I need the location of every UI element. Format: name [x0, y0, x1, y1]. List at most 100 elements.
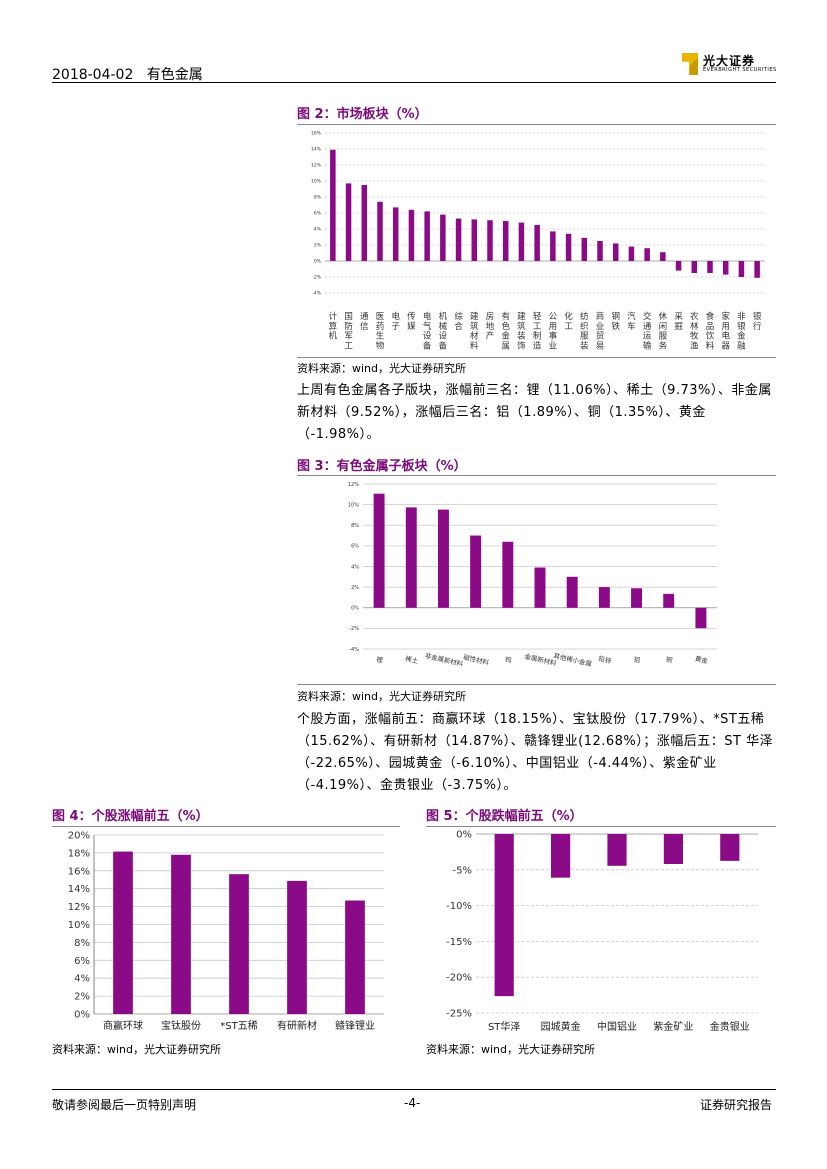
bar — [471, 219, 478, 261]
fig2-chart: -4%-2%0%2%4%6%8%10%12%14%16%计算机国防军工通信医药生… — [311, 131, 765, 351]
paragraph-2: 个股方面，涨幅前五：商赢环球（18.15%）、宝钛股份（17.79%）、*ST五… — [297, 712, 774, 793]
y-tick-label: -4% — [312, 291, 321, 297]
x-tick-label: 备 — [439, 340, 448, 351]
bar — [518, 222, 525, 261]
x-tick-label: 器 — [721, 341, 730, 351]
x-tick-label: 算 — [329, 321, 338, 332]
bar — [502, 221, 509, 261]
x-tick-label: 气 — [423, 321, 432, 332]
x-tick-label: 料 — [706, 340, 715, 351]
fig3-source: 资料来源：wind，光大证券研究所 — [297, 690, 467, 703]
x-tick-label: 信 — [360, 321, 369, 332]
header-section: 有色金属 — [146, 67, 203, 83]
bar — [722, 261, 729, 275]
bar — [361, 185, 368, 261]
y-tick-label: 4% — [74, 974, 90, 985]
y-tick-label: -4% — [349, 647, 359, 653]
x-tick-label: 色 — [501, 321, 510, 332]
y-tick-label: 6% — [314, 211, 322, 217]
x-tick-label: 钨 — [504, 654, 513, 664]
y-tick-label: -5% — [453, 865, 472, 876]
x-tick-label: 建 — [470, 311, 479, 322]
bar — [597, 241, 603, 261]
y-tick-label: 0% — [314, 259, 322, 265]
x-tick-label: 业 — [549, 340, 558, 351]
x-tick-label: 商 — [596, 311, 605, 322]
y-tick-label: -20% — [446, 973, 472, 984]
x-tick-label: 医 — [376, 312, 385, 322]
bar — [754, 261, 760, 278]
x-tick-label: 电 — [391, 311, 400, 322]
x-tick-label: 非 — [737, 311, 746, 322]
x-tick-label: 通 — [360, 311, 369, 322]
x-tick-label: 工 — [533, 322, 542, 332]
y-tick-label: 12% — [311, 163, 322, 169]
x-tick-label: 物 — [376, 340, 385, 351]
fig3-title: 图 3：有色金属子板块（%） — [297, 459, 467, 474]
x-tick-label: 设 — [439, 331, 448, 342]
logo-en: EVERBRIGHT SECURITIES — [703, 67, 777, 73]
y-tick-label: 6% — [74, 956, 90, 967]
x-tick-label: 制 — [533, 331, 542, 342]
x-tick-label: 服 — [580, 332, 589, 342]
x-tick-label: 中国铝业 — [597, 1020, 637, 1033]
fig4-title: 图 4：个股涨幅前五（%） — [52, 809, 209, 824]
bar — [171, 854, 191, 1014]
y-tick-label: -25% — [446, 1009, 472, 1020]
x-tick-label: 宝钛股份 — [161, 1019, 201, 1032]
fig5-chart: 0% -5% -10% -15% -20% -25% ST华泽 园城黄金 中国铝业 紫金矿业 金贵银… — [446, 830, 758, 1033]
y-tick-label: 16% — [311, 131, 322, 137]
y-tick-label: -15% — [446, 937, 472, 948]
footer-page-number: -4- — [404, 1096, 421, 1110]
x-tick-label: 计 — [329, 311, 338, 322]
header-date: 2018-04-02 — [52, 67, 134, 83]
y-tick-label: 2% — [351, 585, 359, 591]
bar — [424, 211, 430, 261]
footer-disclaimer: 敬请参阅最后一页特别声明 — [52, 1098, 197, 1112]
y-tick-label: 0% — [456, 830, 472, 841]
bar — [644, 248, 650, 261]
y-tick-label: 8% — [74, 938, 90, 949]
bar — [534, 567, 546, 608]
y-tick-label: -2% — [312, 275, 321, 281]
x-tick-label: 务 — [659, 340, 668, 351]
x-tick-label: 化 — [564, 311, 573, 322]
x-tick-label: 磁性材料 — [463, 652, 491, 667]
x-tick-label: 电 — [423, 311, 432, 322]
y-tick-label: 10% — [68, 920, 90, 931]
company-logo: 光大证券 EVERBRIGHT SECURITIES — [682, 52, 777, 76]
bar — [660, 252, 666, 261]
x-tick-label: 筑 — [517, 321, 526, 332]
x-tick-label: 服 — [659, 332, 668, 342]
bar — [565, 233, 572, 261]
x-tick-label: 稀土 — [404, 654, 419, 666]
y-tick-label: 10% — [311, 179, 322, 185]
y-tick-label: 10% — [348, 502, 359, 508]
x-tick-label: 机 — [329, 331, 338, 342]
bar — [551, 834, 571, 878]
bar — [440, 214, 446, 261]
x-tick-label: 饮 — [706, 331, 715, 342]
fig2-bottom-rule — [297, 357, 776, 358]
bar — [405, 507, 417, 608]
fig5-rule — [426, 826, 776, 827]
x-tick-label: 车 — [627, 321, 636, 332]
x-tick-label: *ST五稀 — [220, 1019, 257, 1032]
bar — [494, 834, 514, 997]
x-tick-label: 铝 — [633, 654, 641, 664]
y-tick-label: 4% — [314, 227, 322, 233]
bar — [373, 493, 385, 608]
x-tick-label: 用 — [549, 322, 558, 332]
x-tick-label: 装 — [580, 340, 589, 351]
x-tick-label: 采 — [674, 311, 683, 322]
x-tick-label: 备 — [423, 340, 432, 351]
x-tick-label: 金 — [501, 331, 510, 342]
x-tick-label: 纺 — [580, 311, 589, 322]
fig5-source: 资料来源：wind，光大证券研究所 — [426, 1043, 596, 1056]
fig2-rule — [297, 124, 776, 125]
x-tick-label: 银 — [737, 321, 746, 332]
footer-report-type: 证券研究报告 — [700, 1098, 773, 1112]
x-tick-label: 渔 — [690, 340, 699, 351]
x-tick-label: 其他稀小金属 — [553, 651, 593, 669]
x-tick-label: 紫金矿业 — [653, 1020, 693, 1033]
